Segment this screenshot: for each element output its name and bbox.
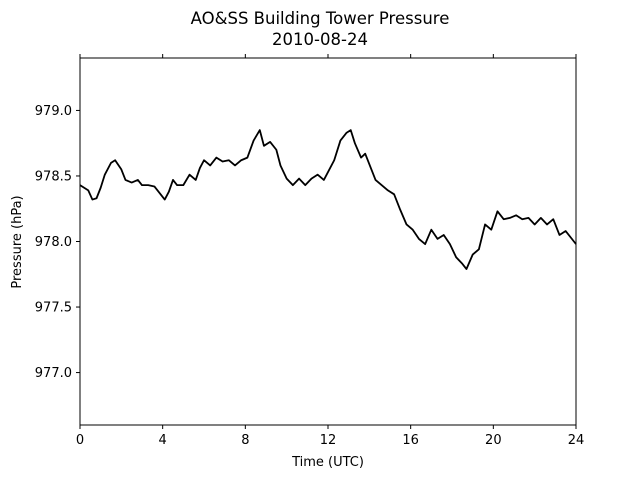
data-line [79, 129, 577, 270]
x-axis-label: Time (UTC) [291, 455, 364, 470]
chart-title: AO&SS Building Tower Pressure [191, 9, 450, 28]
y-tick-label: 979.0 [35, 104, 72, 119]
x-tick-label: 0 [76, 433, 84, 448]
plot-frame [79, 57, 577, 426]
y-tick-label: 978.5 [35, 169, 72, 184]
y-tick-label: 977.0 [35, 366, 72, 381]
chart-subtitle: 2010-08-24 [272, 30, 368, 49]
y-tick-label: 977.5 [35, 301, 72, 316]
x-tick-label: 20 [485, 433, 502, 448]
x-tick-label: 8 [241, 433, 249, 448]
x-tick-label: 24 [568, 433, 585, 448]
y-axis-label: Pressure (hPa) [10, 195, 25, 288]
y-tick-label: 978.0 [35, 235, 72, 250]
x-tick-label: 12 [320, 433, 337, 448]
x-tick-label: 4 [159, 433, 167, 448]
x-tick-label: 16 [402, 433, 419, 448]
